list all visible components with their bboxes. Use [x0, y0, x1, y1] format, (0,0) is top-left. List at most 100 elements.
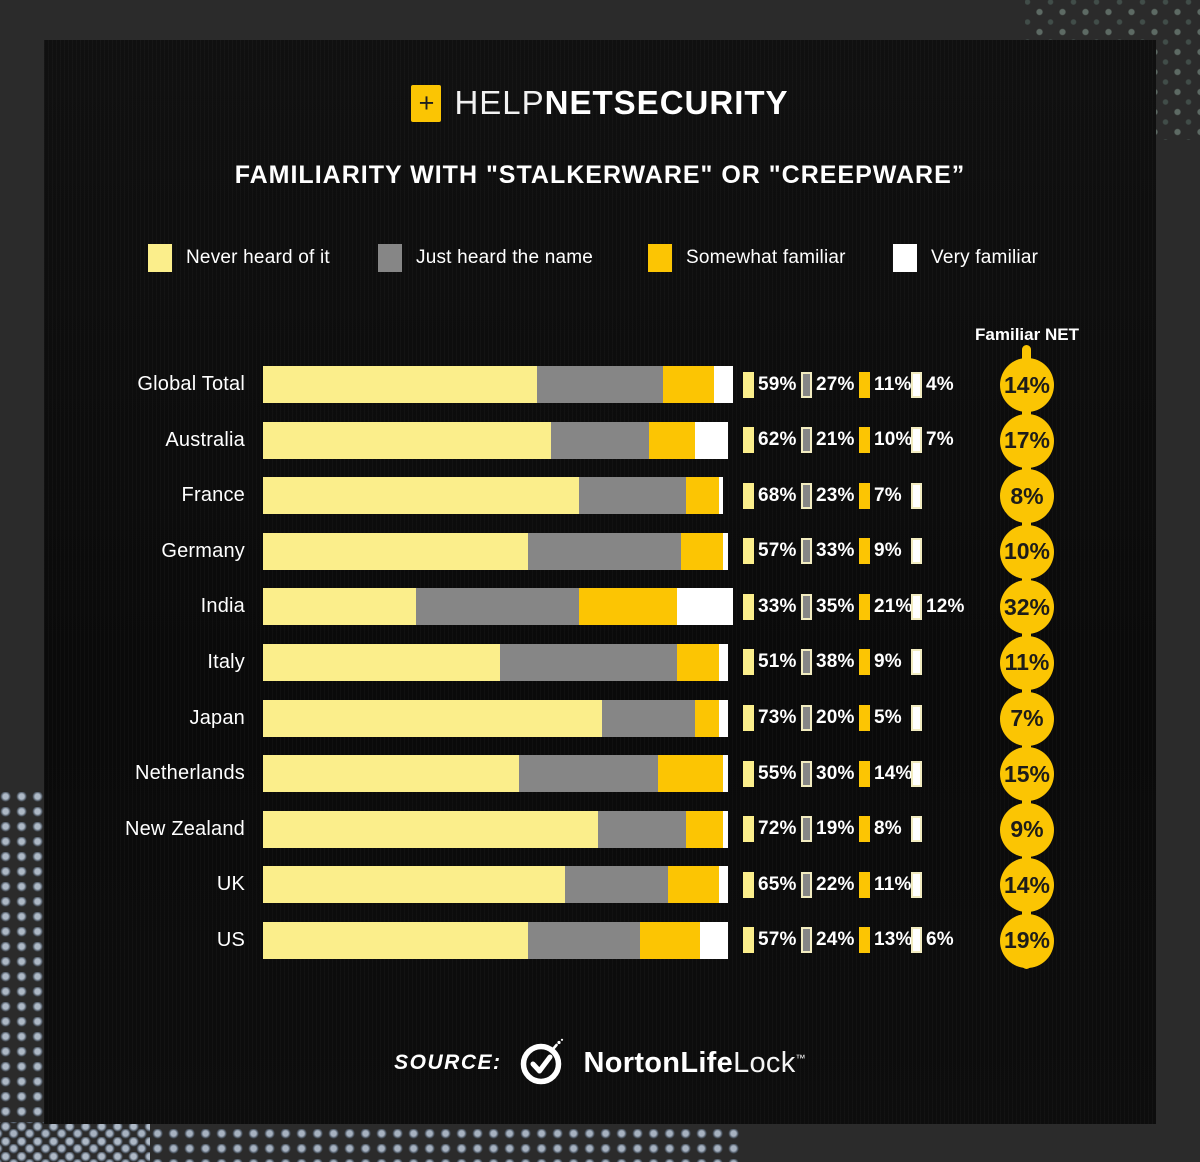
legend-item-somewhat-familiar: Somewhat familiar — [648, 244, 846, 272]
value-group: 59% — [743, 371, 801, 398]
net-value: 7% — [1010, 705, 1044, 732]
bar-segment-just-heard — [416, 588, 580, 626]
value-group: 12% — [911, 593, 971, 620]
value-swatch — [859, 871, 870, 898]
value-group: 20% — [801, 705, 859, 732]
value-group: 9% — [859, 538, 911, 565]
value-swatch — [801, 760, 812, 787]
bar-segment-never-heard — [263, 366, 538, 403]
value-swatch — [801, 705, 812, 732]
country-label: UK — [216, 873, 245, 896]
net-circle: 14% — [1000, 858, 1054, 913]
bar-segment-never-heard — [263, 866, 566, 904]
nortonlifelock-check-icon — [521, 1038, 564, 1085]
value-label: 19% — [816, 818, 855, 840]
net-value: 14% — [1003, 371, 1051, 398]
value-group: 38% — [801, 649, 859, 676]
value-swatch — [801, 482, 812, 509]
value-labels: 57% 24% 13% 6% — [743, 922, 971, 959]
value-label: 62% — [758, 429, 797, 451]
value-label: 38% — [816, 651, 855, 673]
bar-segment-very-familiar — [718, 643, 728, 681]
value-swatch — [859, 538, 870, 565]
value-group: 27% — [801, 371, 859, 398]
bar-segment-somewhat-familiar — [648, 421, 696, 459]
bar-segment-very-familiar — [723, 810, 728, 848]
value-label: 72% — [758, 818, 797, 840]
infographic-card: + HELPNETSECURITY FAMILIARITY WITH "STAL… — [44, 40, 1156, 1124]
value-swatch — [859, 482, 870, 509]
legend-swatch-just-heard — [378, 244, 402, 272]
country-label: Germany — [161, 539, 245, 562]
value-labels: 72% 19% 8% — [743, 811, 971, 848]
value-swatch — [911, 705, 922, 732]
stacked-bar — [263, 699, 728, 737]
value-label: 57% — [758, 540, 797, 562]
chart-rows: Global Total 59% 27% 11% 4% 14% Australi… — [44, 358, 1156, 978]
chart-row: New Zealand 72% 19% 8% 9% — [44, 802, 1156, 867]
legend-swatch-somewhat-familiar — [648, 244, 672, 272]
stacked-bar — [263, 755, 728, 793]
bar-segment-just-heard — [537, 366, 663, 403]
net-value: 15% — [1003, 760, 1051, 787]
bar-segment-somewhat-familiar — [681, 532, 724, 570]
bar-segment-just-heard — [551, 421, 649, 459]
value-label: 65% — [758, 873, 797, 895]
bar-segment-just-heard — [518, 755, 659, 793]
value-group: 7% — [911, 427, 971, 454]
chart-row: Germany 57% 33% 9% 10% — [44, 524, 1156, 589]
value-swatch — [801, 427, 812, 454]
bar-segment-somewhat-familiar — [686, 477, 719, 515]
bar-segment-very-familiar — [695, 421, 728, 459]
value-group: 21% — [859, 593, 912, 620]
trademark-symbol: ™ — [795, 1052, 806, 1064]
value-group — [911, 649, 971, 676]
stacked-bar — [263, 810, 728, 848]
value-labels: 59% 27% 11% 4% — [743, 366, 971, 403]
value-group: 22% — [801, 871, 859, 898]
value-swatch — [801, 927, 812, 954]
value-labels: 33% 35% 21% 12% — [743, 588, 971, 625]
helpnetsecurity-logo: + HELPNETSECURITY — [44, 84, 1156, 122]
bar-segment-never-heard — [263, 921, 529, 959]
value-swatch — [743, 927, 754, 954]
bar-segment-never-heard — [263, 643, 501, 681]
bar-segment-somewhat-familiar — [579, 588, 677, 626]
bar-segment-very-familiar — [718, 699, 728, 737]
value-swatch — [859, 760, 870, 787]
value-swatch — [859, 371, 870, 398]
value-swatch — [801, 816, 812, 843]
value-swatch — [859, 927, 870, 954]
legend-swatch-very-familiar — [893, 244, 917, 272]
bar-segment-somewhat-familiar — [686, 810, 724, 848]
country-label: France — [181, 484, 245, 507]
value-label: 13% — [874, 929, 913, 951]
value-group — [911, 871, 971, 898]
value-group: 21% — [801, 427, 859, 454]
value-swatch — [911, 816, 922, 843]
country-label: Italy — [207, 650, 245, 673]
norton-bold: NortonLife — [583, 1046, 734, 1079]
value-label: 8% — [874, 818, 902, 840]
value-swatch — [911, 649, 922, 676]
value-label: 30% — [816, 762, 855, 784]
value-group: 8% — [859, 816, 911, 843]
stacked-bar — [263, 421, 728, 459]
value-label: 7% — [926, 429, 954, 451]
bar-segment-somewhat-familiar — [639, 921, 701, 959]
value-group: 5% — [859, 705, 911, 732]
chart-row: France 68% 23% 7% 8% — [44, 469, 1156, 533]
value-group: 13% — [859, 927, 913, 954]
value-swatch — [743, 649, 754, 676]
bar-segment-very-familiar — [718, 477, 724, 515]
value-labels: 65% 22% 11% — [743, 866, 971, 903]
value-label: 11% — [874, 873, 912, 895]
value-swatch — [801, 538, 812, 565]
value-labels: 62% 21% 10% 7% — [743, 422, 971, 459]
value-labels: 73% 20% 5% — [743, 700, 971, 737]
stacked-bar — [263, 643, 728, 681]
bar-segment-somewhat-familiar — [695, 699, 719, 737]
source-label: SOURCE: — [394, 1051, 502, 1074]
value-group: 30% — [801, 760, 859, 787]
value-group: 24% — [801, 927, 859, 954]
